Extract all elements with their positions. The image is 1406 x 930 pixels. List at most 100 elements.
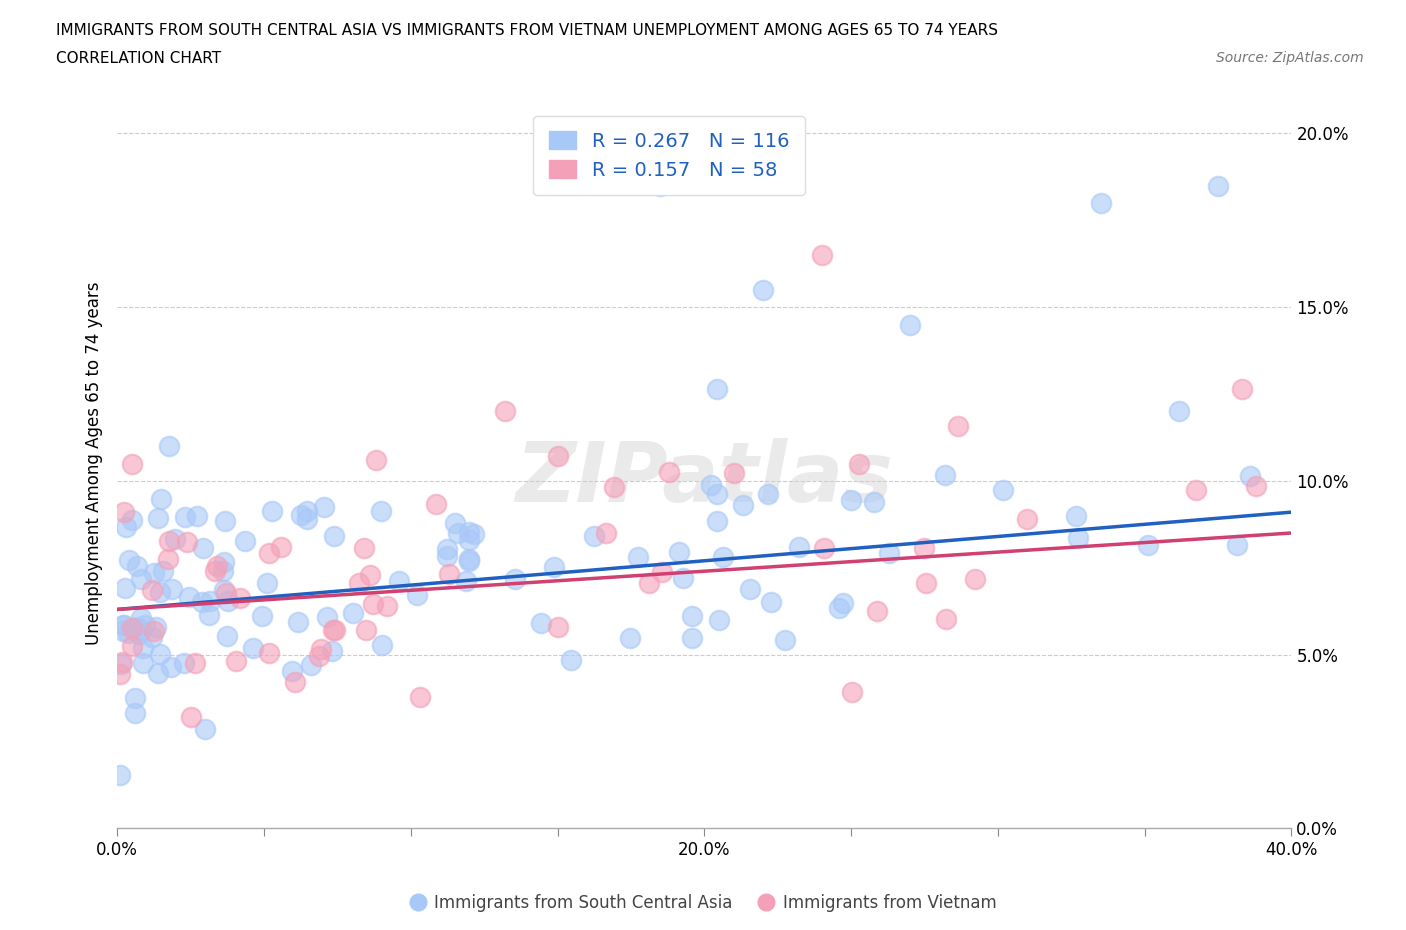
Point xyxy=(841,684,863,699)
Point xyxy=(198,593,221,608)
Point xyxy=(118,552,141,567)
Point xyxy=(193,722,215,737)
Point xyxy=(1226,538,1249,552)
Point xyxy=(912,540,935,555)
Point xyxy=(308,648,330,663)
Point xyxy=(256,576,278,591)
Point xyxy=(215,586,238,601)
Point xyxy=(991,483,1014,498)
Point xyxy=(1244,478,1267,493)
Point xyxy=(494,404,516,418)
Point xyxy=(1015,512,1038,527)
Point xyxy=(110,657,132,671)
Text: 20.0%: 20.0% xyxy=(678,842,731,859)
Point xyxy=(731,498,754,512)
Point xyxy=(146,666,169,681)
Point xyxy=(650,179,672,193)
Point xyxy=(638,576,661,591)
Point xyxy=(627,550,650,565)
Point xyxy=(723,465,745,480)
Point xyxy=(706,513,728,528)
Point xyxy=(290,508,312,523)
Point xyxy=(159,659,181,674)
Point xyxy=(370,504,392,519)
Point xyxy=(127,558,149,573)
Point xyxy=(284,675,307,690)
Point xyxy=(316,609,339,624)
Point xyxy=(1239,469,1261,484)
Point xyxy=(129,572,152,587)
Point xyxy=(214,513,236,528)
Point xyxy=(456,574,478,589)
Point xyxy=(127,619,149,634)
Point xyxy=(309,642,332,657)
Text: CORRELATION CHART: CORRELATION CHART xyxy=(56,51,221,66)
Point xyxy=(463,526,485,541)
Point xyxy=(257,546,280,561)
Point xyxy=(1067,531,1090,546)
Point xyxy=(543,560,565,575)
Point xyxy=(124,705,146,720)
Point xyxy=(121,456,143,471)
Point xyxy=(299,658,322,672)
Point xyxy=(152,564,174,578)
Point xyxy=(260,503,283,518)
Point xyxy=(547,448,569,463)
Point xyxy=(115,520,138,535)
Point xyxy=(827,600,849,615)
Point xyxy=(681,631,703,645)
Point xyxy=(458,551,481,566)
Point xyxy=(1090,195,1112,210)
Text: ZIPatlas: ZIPatlas xyxy=(516,438,893,519)
Point xyxy=(129,623,152,638)
Point xyxy=(111,618,134,632)
Point xyxy=(651,565,673,579)
Point xyxy=(699,477,721,492)
Point xyxy=(658,464,681,479)
Point xyxy=(215,629,238,644)
Point xyxy=(547,619,569,634)
Point xyxy=(706,381,728,396)
Point xyxy=(409,690,432,705)
Point xyxy=(121,512,143,527)
Point xyxy=(121,620,143,635)
Point xyxy=(444,515,467,530)
Point xyxy=(839,493,862,508)
Point xyxy=(322,622,344,637)
Point xyxy=(668,544,690,559)
Point xyxy=(314,499,336,514)
Point xyxy=(503,571,526,586)
Point xyxy=(759,595,782,610)
Point xyxy=(863,495,886,510)
Point xyxy=(228,591,250,605)
Point xyxy=(709,612,731,627)
Point xyxy=(425,497,447,512)
Point xyxy=(323,529,346,544)
Point xyxy=(832,596,855,611)
Point xyxy=(177,590,200,604)
Point xyxy=(1185,483,1208,498)
Point xyxy=(1206,179,1229,193)
Point xyxy=(156,551,179,566)
Point xyxy=(233,534,256,549)
Point xyxy=(141,582,163,597)
Point xyxy=(681,608,703,623)
Point xyxy=(174,510,197,525)
Point xyxy=(142,624,165,639)
Point xyxy=(756,487,779,502)
Text: 0.0%: 0.0% xyxy=(96,842,138,859)
Point xyxy=(204,564,226,578)
Point xyxy=(1230,382,1253,397)
Point xyxy=(810,247,832,262)
Point xyxy=(146,511,169,525)
Point xyxy=(963,572,986,587)
Point xyxy=(157,439,180,454)
Y-axis label: Unemployment Among Ages 65 to 74 years: Unemployment Among Ages 65 to 74 years xyxy=(86,282,103,645)
Point xyxy=(359,567,381,582)
Point xyxy=(128,627,150,642)
Legend: Immigrants from South Central Asia, Immigrants from Vietnam: Immigrants from South Central Asia, Immi… xyxy=(409,895,997,912)
Point xyxy=(582,529,605,544)
Point xyxy=(173,656,195,671)
Point xyxy=(297,512,319,526)
Point xyxy=(180,710,202,724)
